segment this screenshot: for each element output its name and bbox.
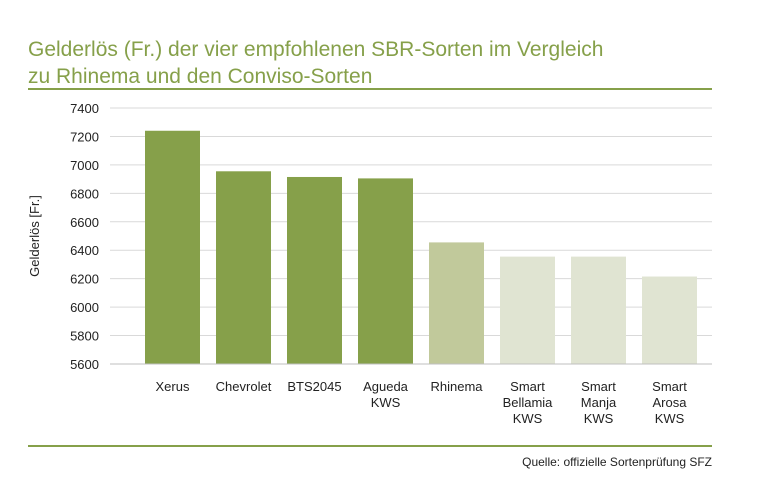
y-tick-label: 6000 — [70, 300, 99, 315]
bar — [216, 171, 271, 364]
x-tick-label: KWS — [584, 411, 614, 426]
x-tick-label: KWS — [371, 395, 401, 410]
x-tick-label: Arosa — [653, 395, 688, 410]
bars — [145, 130, 697, 364]
bar — [358, 178, 413, 364]
bar-chart: 5600 5800 6000 6200 6400 6600 6800 7000 7200 7400… — [27, 101, 712, 426]
bar — [642, 276, 697, 364]
x-tick-label: Bellamia — [503, 395, 554, 410]
y-axis-label: Gelderlös [Fr.] — [27, 195, 42, 277]
x-tick-label: Chevrolet — [216, 379, 272, 394]
y-tick-label: 6400 — [70, 243, 99, 258]
source-note: Quelle: offizielle Sortenprüfung SFZ — [522, 455, 712, 469]
x-tick-label: Agueda — [363, 379, 409, 394]
chart-title: Gelderlös (Fr.) der vier empfohlenen SBR… — [28, 36, 728, 90]
chart-title-line-1: Gelderlös (Fr.) der vier empfohlenen SBR… — [28, 38, 604, 61]
y-tick-label: 6600 — [70, 215, 99, 230]
x-tick-label: Smart — [510, 379, 545, 394]
bar — [287, 176, 342, 364]
x-tick-label: KWS — [513, 411, 543, 426]
chart-title-line-2: zu Rhinema und den Conviso-Sorten — [28, 65, 373, 88]
y-tick-label: 5600 — [70, 357, 99, 372]
bar — [429, 242, 484, 364]
bar — [571, 256, 626, 364]
y-axis-ticks: 5600 5800 6000 6200 6400 6600 6800 7000 7200 7400 — [70, 101, 99, 372]
bottom-divider — [28, 445, 712, 447]
bar — [500, 256, 555, 364]
top-divider — [28, 88, 712, 90]
y-tick-label: 7000 — [70, 158, 99, 173]
x-tick-label: Smart — [652, 379, 687, 394]
x-tick-label: Rhinema — [430, 379, 483, 394]
y-tick-label: 6800 — [70, 186, 99, 201]
y-tick-label: 7400 — [70, 101, 99, 116]
y-tick-label: 5800 — [70, 329, 99, 344]
y-tick-label: 6200 — [70, 272, 99, 287]
x-tick-label: Manja — [581, 395, 617, 410]
bar — [145, 130, 200, 364]
x-tick-label: KWS — [655, 411, 685, 426]
x-tick-label: Xerus — [156, 379, 190, 394]
x-tick-label: BTS2045 — [287, 379, 341, 394]
y-tick-label: 7200 — [70, 129, 99, 144]
x-tick-label: Smart — [581, 379, 616, 394]
